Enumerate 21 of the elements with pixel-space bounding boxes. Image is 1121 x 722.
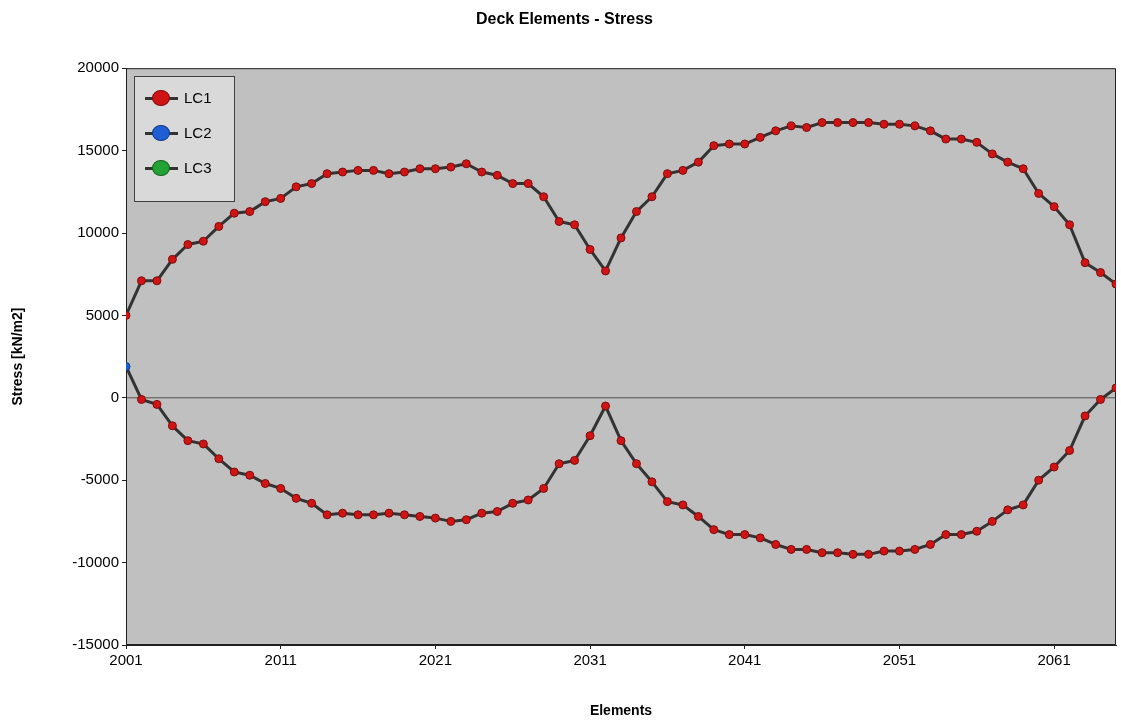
- y-tick-label: -10000: [72, 552, 119, 570]
- y-tick-label: 20000: [77, 58, 119, 76]
- y-tick-label: 0: [110, 387, 119, 405]
- chart-title: Deck Elements - Stress: [476, 10, 654, 28]
- y-tick-label: 15000: [77, 140, 119, 158]
- legend-label: LC2: [184, 124, 212, 142]
- y-tick-label: -15000: [72, 635, 119, 653]
- y-tick-label: 10000: [77, 223, 119, 241]
- legend-label: LC3: [184, 159, 212, 177]
- x-tick-label: 2011: [264, 651, 297, 669]
- x-tick-label: 2051: [882, 651, 917, 669]
- x-axis-title: Elements: [589, 702, 653, 719]
- legend-label: LC1: [184, 89, 212, 107]
- x-tick-label: 2031: [573, 651, 607, 669]
- x-tick-label: 2041: [728, 651, 762, 669]
- y-axis-title: Stress [kN/m2]: [9, 307, 26, 406]
- x-tick-label: 2001: [109, 651, 143, 669]
- y-tick-label: -5000: [80, 470, 119, 488]
- x-tick-label: 2021: [418, 651, 453, 669]
- y-tick-label: 5000: [85, 305, 119, 323]
- x-tick-label: 2061: [1037, 651, 1071, 669]
